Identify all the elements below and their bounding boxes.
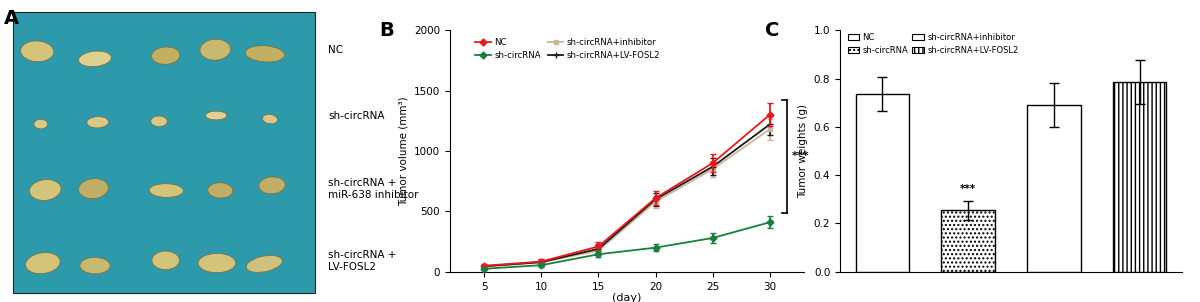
Text: C: C <box>764 21 779 40</box>
Bar <box>13 12 316 293</box>
Ellipse shape <box>152 251 179 270</box>
Bar <box>942 210 995 272</box>
Ellipse shape <box>151 116 167 127</box>
Ellipse shape <box>151 47 180 64</box>
Text: sh-circRNA +
LV-FOSL2: sh-circRNA + LV-FOSL2 <box>328 250 396 272</box>
Ellipse shape <box>30 180 61 201</box>
Ellipse shape <box>20 41 54 62</box>
Ellipse shape <box>200 39 230 60</box>
Text: B: B <box>379 21 394 40</box>
Bar <box>1027 105 1080 272</box>
Bar <box>856 94 908 272</box>
Ellipse shape <box>246 255 282 272</box>
Text: sh-circRNA +
miR-638 inhibitor: sh-circRNA + miR-638 inhibitor <box>328 178 419 200</box>
Ellipse shape <box>86 117 108 128</box>
Ellipse shape <box>80 257 110 274</box>
Ellipse shape <box>198 253 235 273</box>
Text: A: A <box>5 9 19 28</box>
Text: NC: NC <box>328 45 343 55</box>
Ellipse shape <box>208 183 233 198</box>
Y-axis label: Tumor volume (mm³): Tumor volume (mm³) <box>398 96 408 206</box>
X-axis label: (day): (day) <box>612 293 642 302</box>
Text: ***: *** <box>792 151 809 161</box>
Text: sh-circRNA: sh-circRNA <box>328 111 384 121</box>
Text: ***: *** <box>960 185 976 194</box>
Y-axis label: Tumor weights (g): Tumor weights (g) <box>798 104 809 198</box>
Ellipse shape <box>79 51 112 67</box>
Ellipse shape <box>245 46 284 62</box>
Legend: NC, sh-circRNA, sh-circRNA+inhibitor, sh-circRNA+LV-FOSL2: NC, sh-circRNA, sh-circRNA+inhibitor, sh… <box>844 30 1022 58</box>
Ellipse shape <box>34 119 48 129</box>
Ellipse shape <box>149 184 184 198</box>
Ellipse shape <box>78 179 108 199</box>
Ellipse shape <box>263 114 277 124</box>
Ellipse shape <box>25 253 60 274</box>
Bar <box>1114 82 1166 272</box>
Ellipse shape <box>259 177 286 194</box>
Legend: NC, sh-circRNA, sh-circRNA+inhibitor, sh-circRNA+LV-FOSL2: NC, sh-circRNA, sh-circRNA+inhibitor, sh… <box>472 34 664 64</box>
Ellipse shape <box>205 111 227 120</box>
